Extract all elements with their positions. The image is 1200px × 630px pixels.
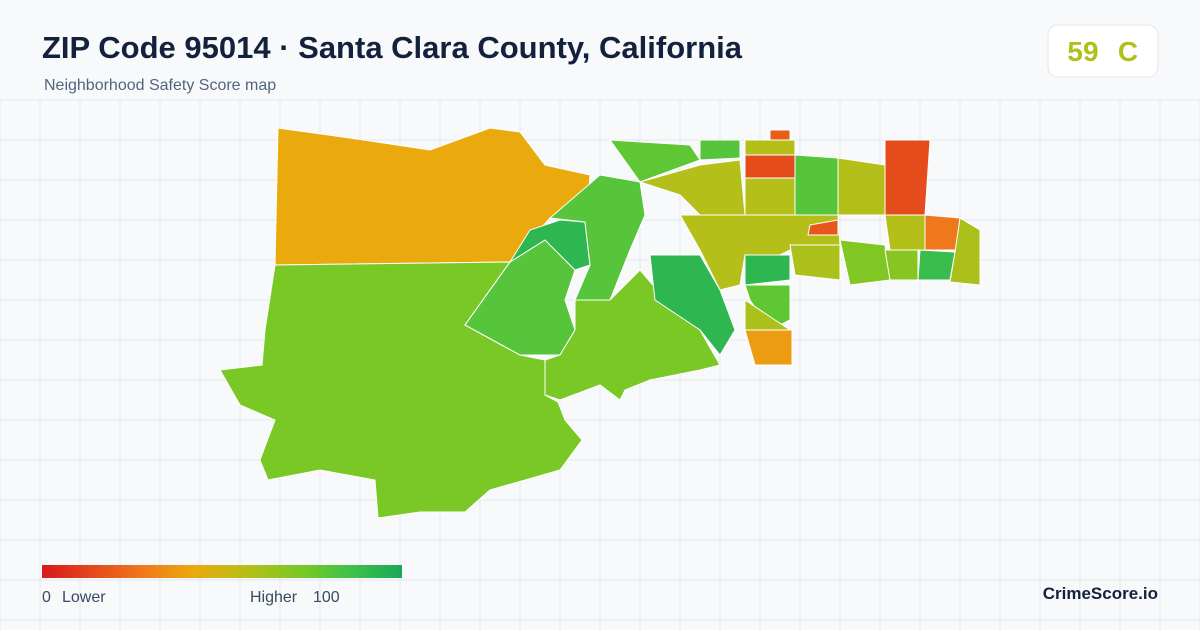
neighborhood-region <box>744 329 793 366</box>
neighborhood-region <box>789 244 841 281</box>
map-regions <box>219 127 981 519</box>
neighborhood-region <box>699 139 741 161</box>
brand: CrimeScore.io <box>1043 584 1158 603</box>
neighborhood-region <box>744 177 796 216</box>
neighborhood-region <box>744 154 796 179</box>
score-value: 59 <box>1067 36 1098 67</box>
neighborhood-region <box>807 219 839 236</box>
neighborhood-region <box>608 139 701 183</box>
score-badge <box>1047 24 1159 78</box>
legend-max: 100 <box>313 589 340 606</box>
neighborhood-region <box>884 214 926 251</box>
neighborhood-region <box>924 214 961 251</box>
neighborhood-region <box>837 157 886 216</box>
neighborhood-region <box>794 154 839 216</box>
neighborhood-region <box>649 254 736 356</box>
neighborhood-region <box>884 249 919 281</box>
score-grade: C <box>1118 36 1138 67</box>
legend-min: 0 <box>42 589 51 606</box>
neighborhood-region <box>917 249 956 281</box>
neighborhood-region <box>219 261 583 519</box>
title: ZIP Code 95014 · Santa Clara County, Cal… <box>42 30 743 65</box>
neighborhood-region <box>744 139 796 156</box>
neighborhood-region <box>949 217 981 286</box>
neighborhood-region <box>548 174 646 301</box>
subtitle: Neighborhood Safety Score map <box>44 77 276 94</box>
neighborhood-region <box>744 254 791 286</box>
legend-gradient <box>42 565 402 578</box>
neighborhood-region <box>769 129 791 141</box>
neighborhood-region <box>884 139 931 216</box>
legend-min-label: Lower <box>62 589 106 606</box>
neighborhood-region <box>839 239 891 286</box>
legend-max-label: Higher <box>250 589 298 606</box>
